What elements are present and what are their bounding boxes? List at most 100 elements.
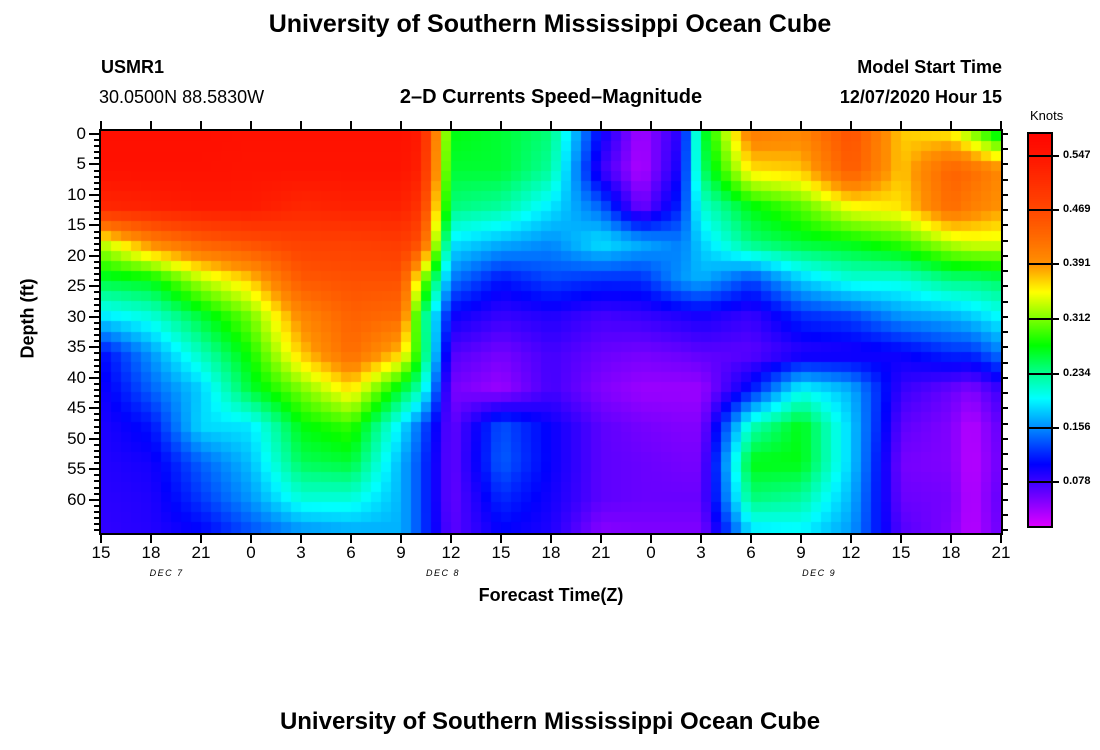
y-axis-minor-tick	[94, 175, 99, 178]
y-tick-label: 55	[67, 459, 86, 479]
y-axis-minor-tick	[94, 200, 99, 203]
y-axis-minor-tick	[94, 516, 99, 519]
x-axis-top-tick	[200, 121, 202, 129]
colorbar-tick	[1053, 208, 1059, 211]
right-axis-tick	[1003, 498, 1008, 501]
y-axis-minor-tick	[94, 504, 99, 507]
x-axis-tick	[300, 535, 302, 543]
right-axis-tick	[1003, 452, 1008, 455]
right-axis-tick	[1003, 468, 1008, 471]
right-axis-tick	[1003, 346, 1008, 349]
right-axis-tick	[1003, 270, 1008, 273]
x-tick-label: 6	[346, 543, 356, 562]
y-axis-minor-tick	[94, 279, 99, 282]
y-axis-minor-tick	[94, 248, 99, 251]
right-axis-tick	[1003, 331, 1008, 334]
x-tick-label: 21	[191, 543, 211, 562]
model-start-time-value: 12/07/2020 Hour 15	[839, 87, 1002, 107]
y-axis-minor-tick	[94, 443, 99, 446]
colorbar-tick-line	[1029, 426, 1051, 429]
y-axis-minor-tick	[94, 169, 99, 172]
y-axis-minor-tick	[94, 413, 99, 416]
y-axis-tick	[89, 224, 99, 227]
y-axis-minor-tick	[94, 267, 99, 270]
y-axis-minor-tick	[94, 352, 99, 355]
y-axis-minor-tick	[94, 523, 99, 526]
colorbar-tick-label: 0.547	[1063, 148, 1091, 161]
x-axis-tick	[750, 535, 752, 543]
x-tick-label: 18	[941, 543, 961, 562]
bottom-page-title: University of Southern Mississippi Ocean…	[279, 708, 821, 735]
y-axis-minor-tick	[94, 340, 99, 343]
y-axis-minor-tick	[94, 480, 99, 483]
y-axis-minor-tick	[94, 388, 99, 391]
y-axis-tick	[89, 163, 99, 166]
y-tick-label: 30	[67, 306, 86, 326]
y-axis-minor-tick	[94, 151, 99, 154]
y-axis-minor-tick	[94, 334, 99, 337]
y-axis-minor-tick	[94, 474, 99, 477]
right-axis-tick	[1003, 376, 1008, 379]
x-axis-top-tick	[500, 121, 502, 129]
right-axis-tick	[1003, 163, 1008, 166]
x-tick-label: 18	[541, 543, 561, 562]
right-axis-tick	[1003, 422, 1008, 425]
colorbar-tick	[1053, 372, 1059, 375]
colorbar-tick-line	[1029, 318, 1051, 321]
x-axis-tick	[650, 535, 652, 543]
colorbar-tick-label: 0.078	[1063, 475, 1091, 488]
right-axis-tick	[1003, 285, 1008, 288]
x-tick-label: 0	[646, 543, 656, 562]
y-axis-tick	[89, 254, 99, 257]
x-axis-top-tick	[100, 121, 102, 129]
y-axis-tick	[89, 346, 99, 349]
y-axis-tick	[89, 315, 99, 318]
x-tick-label: 3	[296, 543, 306, 562]
y-tick-label: 20	[67, 245, 86, 265]
right-axis-tick	[1003, 361, 1008, 364]
x-tick-label: 18	[141, 543, 161, 562]
y-axis-tick	[89, 376, 99, 379]
y-axis-minor-tick	[94, 529, 99, 532]
right-axis-tick	[1003, 392, 1008, 395]
right-axis-tick	[1003, 148, 1008, 151]
y-axis-tick	[89, 285, 99, 288]
y-axis-tick	[89, 437, 99, 440]
colorbar-tick	[1053, 263, 1059, 266]
y-axis-minor-tick	[94, 157, 99, 160]
colorbar-frame	[1027, 132, 1053, 528]
y-axis-minor-tick	[94, 364, 99, 367]
colorbar-tick-label: 0.312	[1063, 312, 1091, 325]
y-axis-tick	[89, 193, 99, 196]
y-axis-minor-tick	[94, 370, 99, 373]
y-axis-tick	[89, 133, 99, 135]
x-tick-label: 21	[991, 543, 1011, 562]
y-tick-label: 35	[67, 337, 86, 357]
colorbar-tick-line	[1029, 263, 1051, 266]
x-axis-tick	[250, 535, 252, 543]
x-axis-tick	[600, 535, 602, 543]
y-tick-label: 60	[67, 489, 86, 509]
x-tick-label: 21	[591, 543, 611, 562]
y-axis-minor-tick	[94, 456, 99, 459]
x-axis-tick	[200, 535, 202, 543]
y-axis-minor-tick	[94, 358, 99, 361]
y-tick-label: 10	[67, 184, 86, 204]
y-axis-minor-tick	[94, 382, 99, 385]
y-axis-minor-tick	[94, 273, 99, 276]
x-axis-top-tick	[400, 121, 402, 129]
colorbar-tick-line	[1029, 372, 1051, 375]
x-axis-top-tick	[250, 121, 252, 129]
right-axis-tick	[1003, 209, 1008, 212]
y-axis-minor-tick	[94, 145, 99, 148]
y-axis-minor-tick	[94, 139, 99, 142]
date-label: DEC 9	[802, 568, 837, 578]
model-start-time-label: Model Start Time	[857, 57, 1002, 77]
depth-axis-label: Depth (ft)	[17, 278, 38, 359]
colorbar-tick	[1053, 154, 1059, 157]
y-axis-minor-tick	[94, 321, 99, 324]
x-axis-tick	[950, 535, 952, 543]
y-axis-minor-tick	[94, 431, 99, 434]
y-axis-minor-tick	[94, 309, 99, 312]
